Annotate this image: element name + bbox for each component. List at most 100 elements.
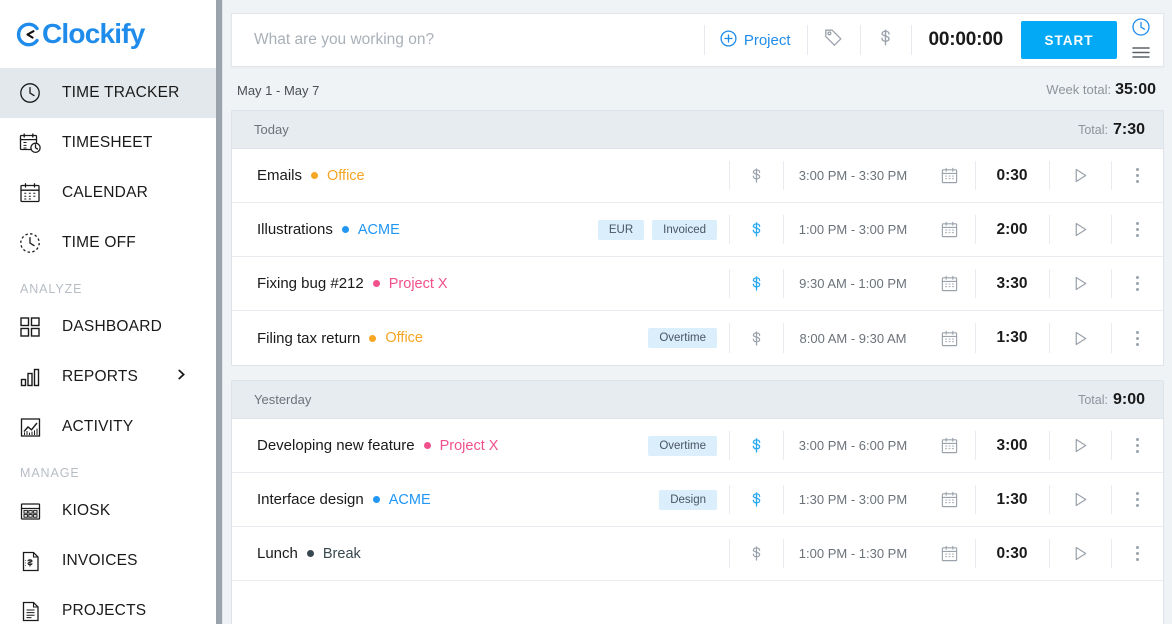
entry-description-cell[interactable]: Illustrations ACME [232,203,598,256]
entry-description[interactable]: Developing new feature [257,437,415,454]
timer-description-wrap[interactable] [232,14,704,66]
sidebar-scrollbar-thumb[interactable] [216,0,222,624]
entry-description-cell[interactable]: Developing new feature Project X [232,419,648,472]
clock-icon[interactable] [1131,17,1151,42]
play-button[interactable] [1049,257,1111,310]
entry-duration[interactable]: 0:30 [975,527,1049,580]
entry-description[interactable]: Lunch [257,545,298,562]
entries-scroll-area[interactable]: Today Total: 7:30 Emails Office [223,110,1172,624]
table-row[interactable]: Fixing bug #212 Project X 9:30 AM - 1:00… [232,257,1163,311]
entry-date-picker[interactable] [923,473,975,526]
sidebar-item-timesheet[interactable]: TIMESHEET [0,118,222,168]
billable-toggle[interactable] [729,473,783,526]
more-options-button[interactable] [1111,149,1163,202]
logo-area[interactable]: Clockify [0,0,222,68]
billable-toggle[interactable] [729,149,783,202]
search-input[interactable] [254,31,704,49]
sidebar-item-dashboard[interactable]: DASHBOARD [0,302,222,352]
list-lines-icon[interactable] [1131,46,1151,64]
tag-chip[interactable]: EUR [597,219,645,240]
more-options-button[interactable] [1111,203,1163,256]
entry-time-range[interactable]: 1:00 PM - 1:30 PM [783,527,923,580]
entry-description[interactable]: Interface design [257,491,364,508]
table-row[interactable]: Illustrations ACME EUR Invoiced [232,203,1163,257]
play-button[interactable] [1049,203,1111,256]
sidebar-scrollbar-track[interactable] [216,0,222,624]
sidebar-item-kiosk[interactable]: KIOSK [0,486,222,536]
entry-project[interactable]: ACME [388,491,431,508]
entry-time-range[interactable]: 1:30 PM - 3:00 PM [783,473,923,526]
entry-date-picker[interactable] [923,149,975,202]
tag-chip[interactable]: Invoiced [652,219,717,240]
sidebar-item-time-tracker[interactable]: TIME TRACKER [0,68,222,118]
entry-project[interactable]: Project X [388,275,448,292]
entry-duration[interactable]: 2:00 [975,203,1049,256]
start-button[interactable]: START [1021,21,1117,59]
more-options-button[interactable] [1111,419,1163,472]
chevron-right-icon[interactable] [175,368,188,386]
entry-description[interactable]: Fixing bug #212 [257,275,364,292]
sidebar-item-calendar[interactable]: CALENDAR [0,168,222,218]
entry-description-cell[interactable]: Lunch Break [232,527,717,580]
entry-date-picker[interactable] [923,203,975,256]
project-selector[interactable]: Project [703,14,807,66]
entry-time-range[interactable]: 8:00 AM - 9:30 AM [783,311,923,365]
play-button[interactable] [1049,527,1111,580]
entry-time-range[interactable]: 9:30 AM - 1:00 PM [783,257,923,310]
entry-duration[interactable]: 0:30 [975,149,1049,202]
entry-time-range[interactable]: 1:00 PM - 3:00 PM [783,203,923,256]
billable-toggle[interactable] [729,257,783,310]
tag-chip[interactable]: Overtime [648,328,717,348]
entry-project[interactable]: Office [327,167,365,184]
entry-date-picker[interactable] [923,527,975,580]
entry-description[interactable]: Filing tax return [257,329,361,347]
timer-mode-toggle[interactable] [1117,14,1163,66]
table-row[interactable]: Filing tax return Office Overtime 8:00 A… [232,311,1163,365]
entry-project[interactable]: ACME [357,221,400,238]
more-options-button[interactable] [1111,473,1163,526]
table-row[interactable]: Emails Office 3:00 PM - 3:30 PM [232,149,1163,203]
play-button[interactable] [1049,149,1111,202]
entry-description-cell[interactable]: Filing tax return Office [232,311,648,365]
play-button[interactable] [1049,311,1111,365]
entry-duration[interactable]: 3:30 [975,257,1049,310]
entry-description[interactable]: Illustrations [257,221,333,238]
entry-date-picker[interactable] [923,419,975,472]
tag-selector[interactable] [806,14,860,66]
billable-toggle[interactable] [729,419,783,472]
table-row[interactable]: Interface design ACME Design 1:30 PM - 3… [232,473,1163,527]
table-row[interactable]: Lunch Break 1:00 PM - 1:30 PM [232,527,1163,581]
timer-duration[interactable]: 00:00:00 [910,14,1021,66]
date-range[interactable]: May 1 - May 7 [237,82,320,98]
entry-description[interactable]: Emails [257,167,303,184]
more-options-button[interactable] [1111,257,1163,310]
billable-toggle[interactable] [729,203,783,256]
entry-project[interactable]: Break [322,545,361,562]
entry-duration[interactable]: 1:30 [975,311,1049,365]
more-options-button[interactable] [1111,527,1163,580]
entry-description-cell[interactable]: Emails Office [232,149,717,202]
table-row[interactable] [232,581,1163,624]
tag-chip[interactable]: Overtime [648,435,717,456]
entry-time-range[interactable]: 3:00 PM - 6:00 PM [783,419,923,472]
brand-logo[interactable]: Clockify [14,20,145,48]
entry-duration[interactable]: 1:30 [975,473,1049,526]
entry-project[interactable]: Office [385,330,423,346]
entry-project[interactable]: Project X [439,437,499,454]
more-options-button[interactable] [1111,311,1163,365]
billable-toggle[interactable] [729,311,783,365]
entry-time-range[interactable]: 3:00 PM - 3:30 PM [783,149,923,202]
play-button[interactable] [1049,473,1111,526]
play-button[interactable] [1049,419,1111,472]
sidebar-item-time-off[interactable]: TIME OFF [0,218,222,268]
tag-chip[interactable]: Design [659,489,717,510]
billable-toggle[interactable] [859,14,911,66]
entry-duration[interactable]: 3:00 [975,419,1049,472]
sidebar-item-activity[interactable]: ACTIVITY [0,402,222,452]
entry-date-picker[interactable] [923,311,975,365]
entry-description-cell[interactable]: Interface design ACME [232,473,659,526]
sidebar-item-projects[interactable]: PROJECTS [0,586,222,624]
table-row[interactable]: Developing new feature Project X Overtim… [232,419,1163,473]
billable-toggle[interactable] [729,527,783,580]
entry-date-picker[interactable] [923,257,975,310]
